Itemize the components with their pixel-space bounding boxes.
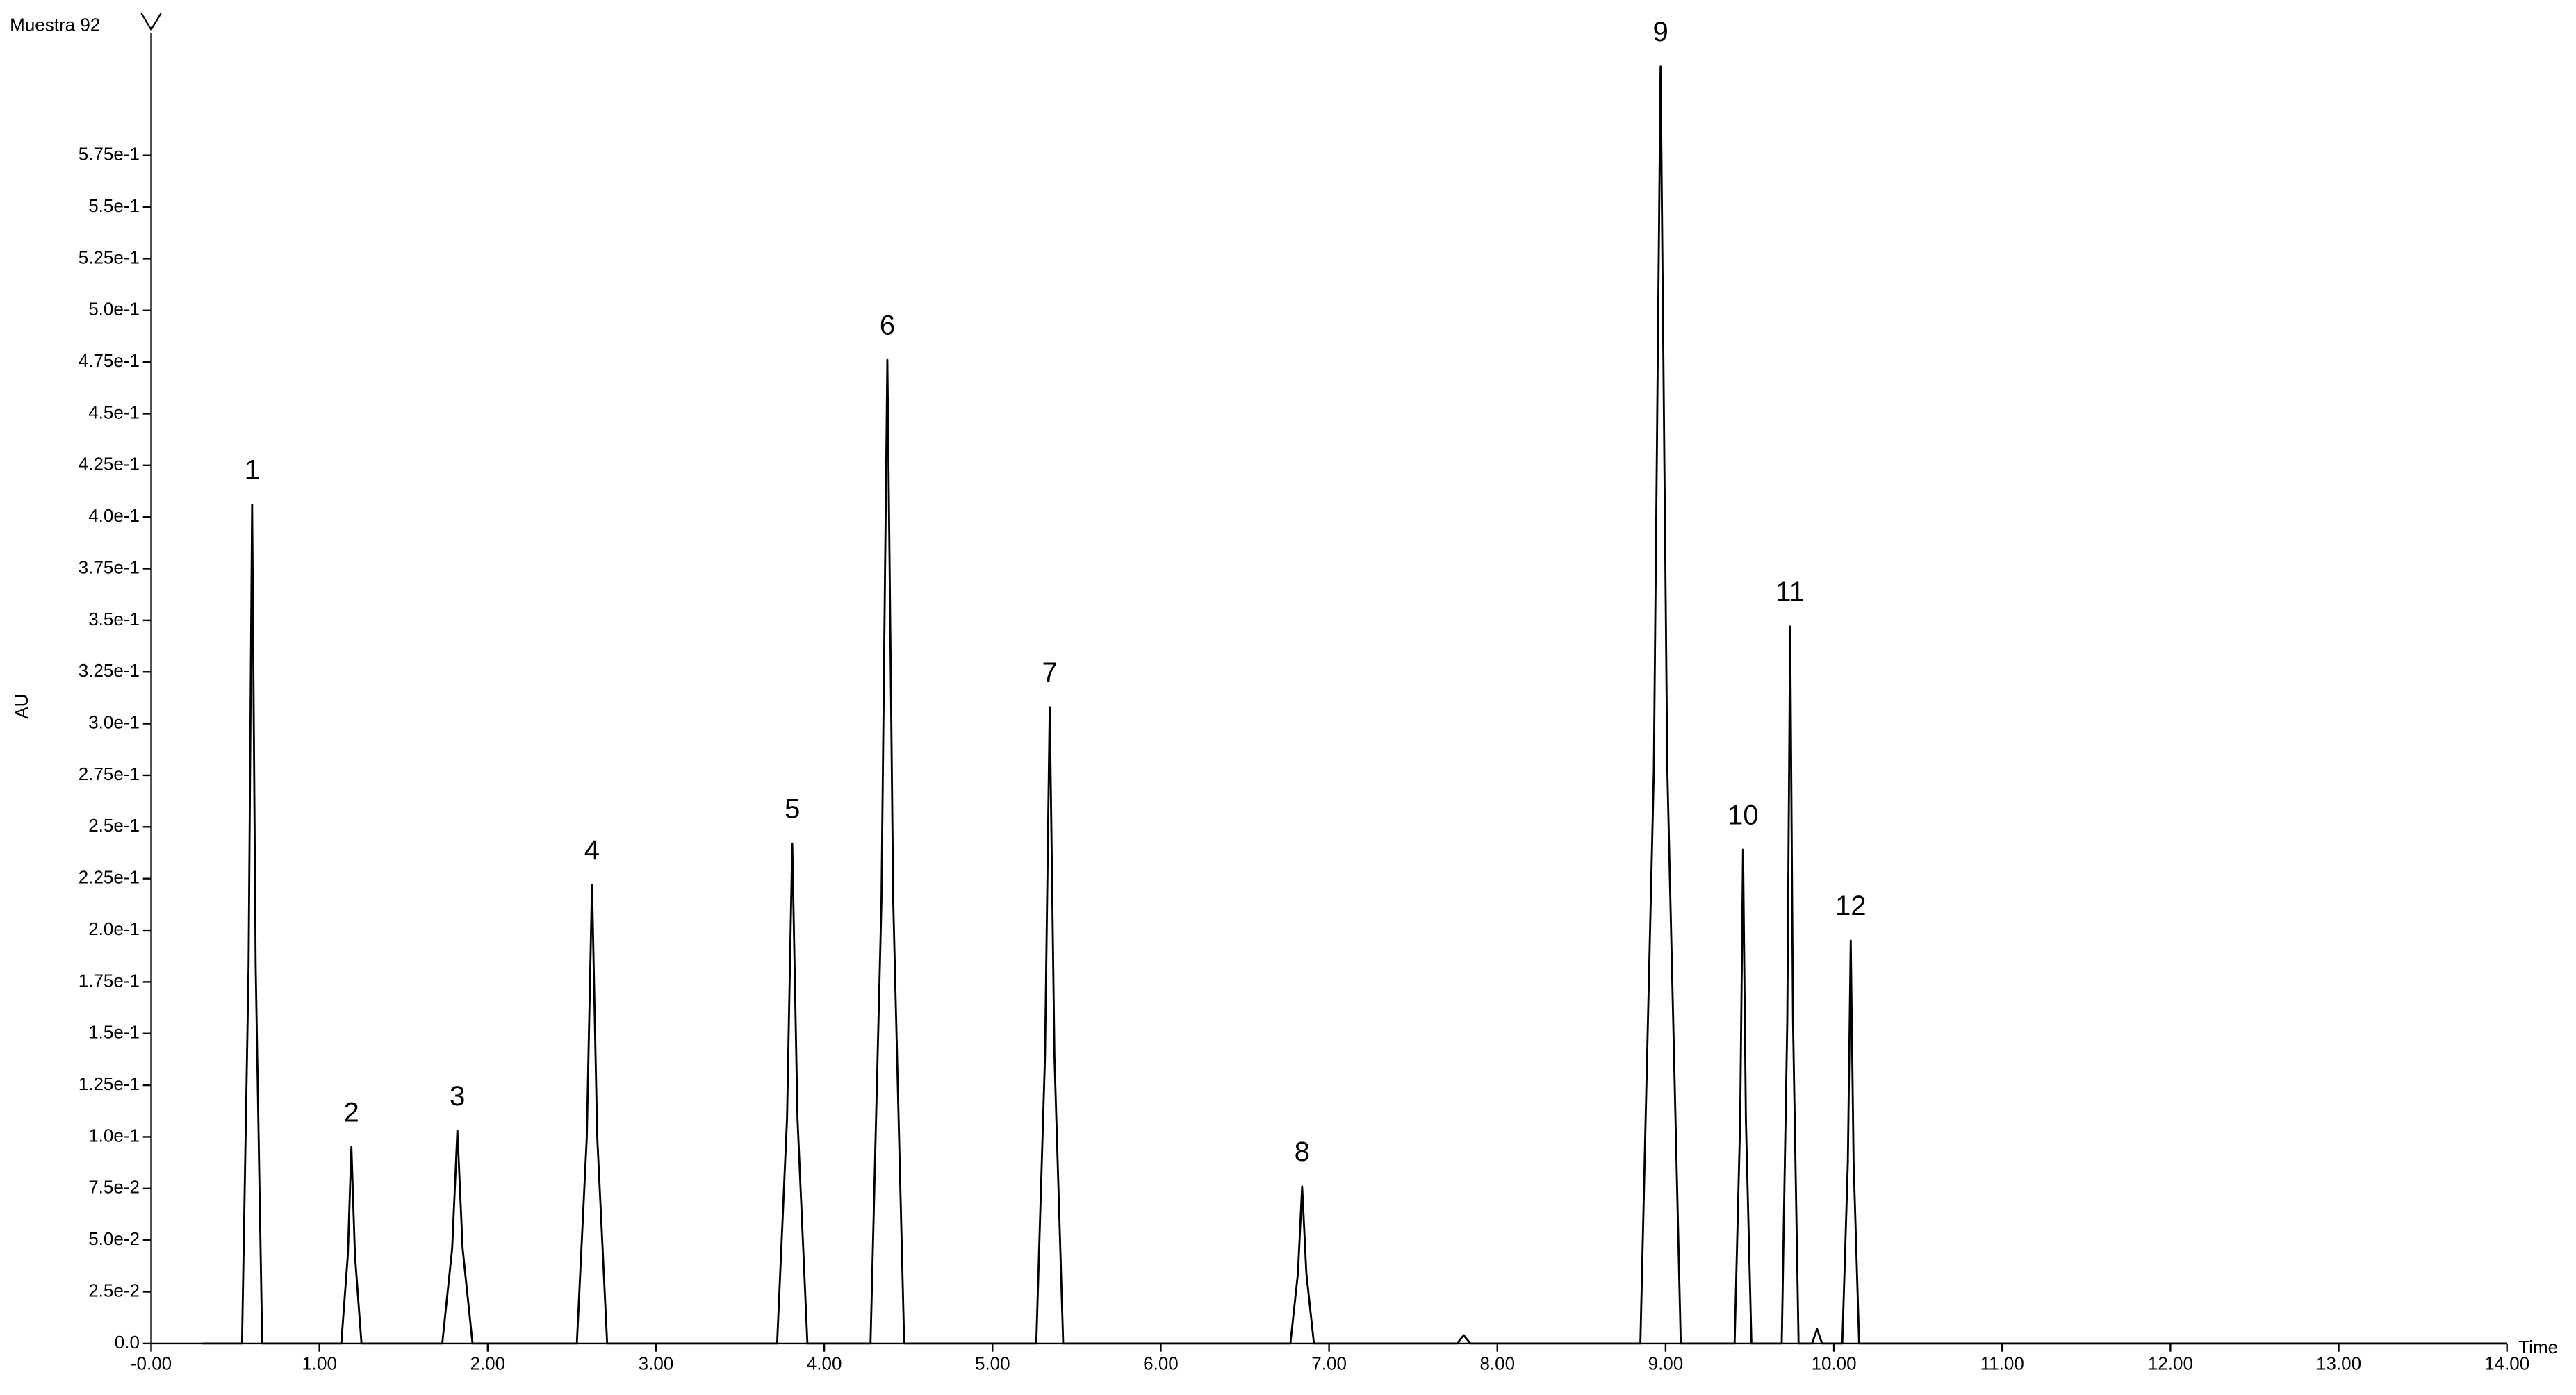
x-tick-label: -0.00	[131, 1353, 172, 1373]
x-tick-label: 7.00	[1311, 1353, 1347, 1373]
y-tick-label: 1.5e-1	[88, 1022, 140, 1043]
x-tick-label: 9.00	[1648, 1353, 1684, 1373]
peak-label: 8	[1295, 1136, 1310, 1167]
x-tick-label: 6.00	[1143, 1353, 1179, 1373]
y-tick-label: 5.0e-2	[88, 1228, 140, 1249]
y-tick-label: 4.75e-1	[79, 350, 140, 371]
y-tick-label: 4.25e-1	[79, 454, 140, 474]
y-tick-label: 0.0	[115, 1332, 140, 1353]
y-tick-label: 5.75e-1	[79, 144, 140, 165]
x-tick-label: 1.00	[302, 1353, 337, 1373]
y-tick-label: 2.5e-2	[88, 1280, 140, 1301]
x-tick-label: 5.00	[975, 1353, 1010, 1373]
y-tick-label: 2.25e-1	[79, 867, 140, 888]
y-tick-label: 4.5e-1	[88, 402, 140, 422]
trace	[202, 65, 2507, 1345]
x-tick-label: 4.00	[807, 1353, 842, 1373]
x-axis-label: Time	[2518, 1337, 2558, 1357]
x-tick-label: 14.00	[2484, 1353, 2529, 1373]
peak-label: 2	[343, 1097, 359, 1128]
x-tick-label: 12.00	[2148, 1353, 2193, 1373]
peak-label: 5	[785, 793, 800, 824]
peak-label: 4	[584, 834, 600, 866]
peak-label: 1	[245, 454, 260, 486]
peak-label: 11	[1775, 576, 1805, 607]
peak-label: 10	[1728, 799, 1759, 830]
x-tick-label: 11.00	[1980, 1353, 2024, 1373]
y-tick-label: 2.0e-1	[88, 918, 140, 939]
axis-marker	[140, 13, 162, 31]
y-tick-label: 3.5e-1	[88, 609, 140, 629]
peak-label: 3	[450, 1080, 465, 1112]
x-tick-label: 13.00	[2316, 1353, 2361, 1373]
y-tick-label: 7.5e-2	[88, 1177, 140, 1198]
y-tick-label: 5.0e-1	[88, 299, 140, 320]
peak-label: 7	[1042, 657, 1057, 688]
y-tick-label: 4.0e-1	[88, 505, 140, 526]
x-tick-label: 3.00	[639, 1353, 674, 1373]
x-tick-label: 8.00	[1479, 1353, 1515, 1373]
y-tick-label: 3.75e-1	[79, 556, 140, 577]
y-axis-label: AU	[11, 694, 32, 719]
chart-title: Muestra 92	[10, 15, 100, 35]
y-tick-label: 2.5e-1	[88, 815, 140, 836]
x-tick-label: 2.00	[470, 1353, 506, 1373]
peak-label: 6	[880, 309, 895, 340]
y-tick-label: 5.25e-1	[79, 247, 140, 267]
peak-label: 9	[1652, 16, 1668, 47]
y-tick-label: 1.25e-1	[79, 1073, 140, 1094]
y-tick-label: 1.75e-1	[79, 970, 140, 991]
y-tick-label: 3.25e-1	[79, 660, 140, 681]
y-tick-label: 3.0e-1	[88, 711, 140, 732]
x-tick-label: 10.00	[1812, 1353, 1857, 1373]
peak-label: 12	[1835, 890, 1867, 921]
y-tick-label: 2.75e-1	[79, 763, 140, 784]
y-tick-label: 5.5e-1	[88, 195, 140, 216]
y-tick-label: 1.0e-1	[88, 1125, 140, 1146]
